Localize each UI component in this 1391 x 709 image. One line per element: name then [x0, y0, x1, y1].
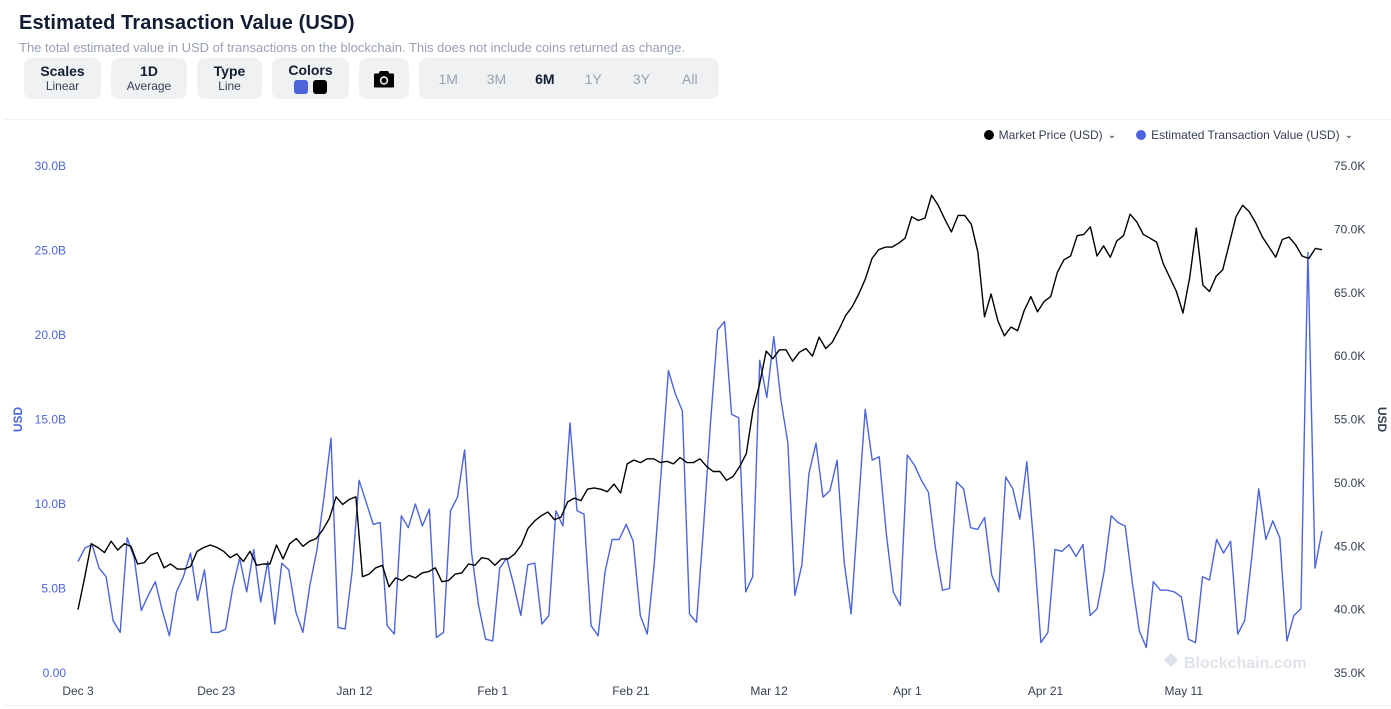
time-range-selector: 1M 3M 6M 1Y 3Y All: [419, 58, 719, 99]
colors-button[interactable]: Colors: [272, 58, 349, 99]
scales-value: Linear: [45, 78, 80, 93]
range-1m[interactable]: 1M: [438, 70, 458, 87]
scales-button[interactable]: Scales Linear: [24, 58, 101, 99]
header: Estimated Transaction Value (USD) The to…: [19, 12, 1381, 55]
average-label: 1D: [140, 62, 158, 79]
legend-market-label: Market Price (USD): [998, 128, 1103, 142]
screenshot-button[interactable]: [359, 58, 409, 99]
blue-swatch[interactable]: [294, 80, 308, 94]
scales-label: Scales: [40, 62, 85, 79]
legend-etv[interactable]: Estimated Transaction Value (USD) ⌄: [1136, 128, 1353, 142]
black-swatch[interactable]: [313, 80, 327, 94]
chevron-down-icon[interactable]: ⌄: [1344, 129, 1353, 141]
chart-controls: Scales Linear 1D Average Type Line Color…: [24, 58, 719, 100]
range-3m[interactable]: 3M: [486, 70, 507, 87]
average-button[interactable]: 1D Average: [111, 58, 187, 99]
colors-label: Colors: [288, 62, 333, 78]
camera-icon: [374, 70, 394, 87]
type-value: Line: [218, 78, 241, 93]
range-6m[interactable]: 6M: [535, 70, 555, 87]
range-all[interactable]: All: [682, 70, 698, 87]
legend-market-dot: [983, 130, 994, 140]
chart-legend: Market Price (USD) ⌄ Estimated Transacti…: [983, 128, 1353, 142]
chevron-down-icon[interactable]: ⌄: [1107, 129, 1117, 141]
page-title: Estimated Transaction Value (USD): [19, 12, 355, 34]
type-button[interactable]: Type Line: [197, 58, 262, 99]
color-swatches: [294, 80, 327, 94]
legend-etv-label: Estimated Transaction Value (USD): [1151, 128, 1340, 142]
range-3y[interactable]: 3Y: [632, 70, 651, 87]
legend-market-price[interactable]: Market Price (USD) ⌄: [983, 128, 1117, 142]
range-1y[interactable]: 1Y: [584, 70, 602, 87]
type-label: Type: [213, 62, 246, 79]
chart-bottom-divider: [4, 705, 1391, 706]
legend-etv-dot: [1136, 130, 1147, 140]
average-value: Average: [126, 78, 172, 93]
chart-area: [4, 119, 1391, 705]
page-subtitle: The total estimated value in USD of tran…: [19, 40, 686, 55]
